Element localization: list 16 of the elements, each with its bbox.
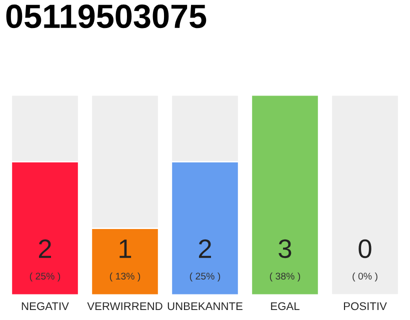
data-label: 2 (38, 239, 52, 258)
x-tick-label: POSITIV (344, 302, 387, 310)
annotation: ( 38% ) (270, 272, 300, 282)
data-label: 1 (120, 240, 132, 258)
data-label: 2 (198, 239, 212, 258)
x-tick-label: EGAL (271, 302, 300, 310)
data-label: 0 (358, 239, 372, 258)
x-tick-label: NEGATIV (22, 302, 69, 310)
chart-title: 05119503075 (6, 4, 206, 28)
annotation: ( 0% ) (352, 272, 378, 282)
data-label: 3 (278, 239, 292, 258)
x-tick-label: UNBEKANNTE (168, 302, 242, 310)
annotation: ( 13% ) (110, 272, 140, 282)
annotation: ( 25% ) (190, 272, 220, 282)
annotation: ( 25% ) (30, 272, 60, 282)
x-tick-label: VERWIRREND (87, 302, 162, 310)
